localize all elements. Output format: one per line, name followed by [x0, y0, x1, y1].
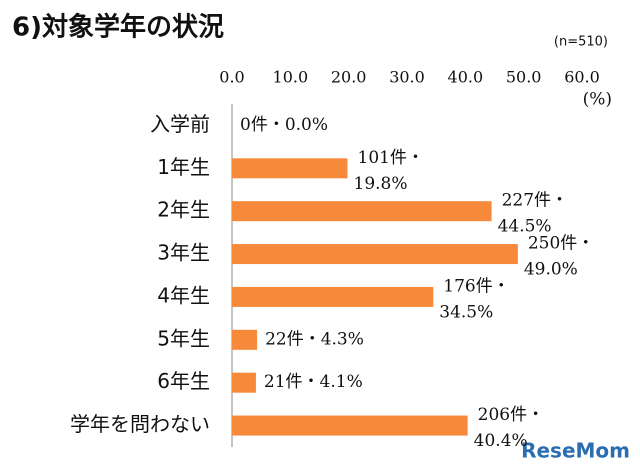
- y-tick-label: 3年生: [157, 241, 210, 265]
- bar: [232, 201, 492, 222]
- data-label: 44.5%: [498, 217, 552, 237]
- y-tick-label: 学年を問わない: [70, 412, 210, 436]
- data-label: 49.0%: [524, 260, 578, 280]
- data-label: 227件・: [502, 191, 568, 211]
- data-label: 250件・: [528, 234, 594, 254]
- x-tick-label: 60.0: [564, 68, 600, 87]
- y-tick-label: 6年生: [157, 369, 210, 393]
- x-tick-label: 30.0: [389, 68, 425, 87]
- y-tick-label: 入学前: [150, 112, 210, 136]
- x-tick-label: 10.0: [273, 68, 309, 87]
- x-tick-label: 0.0: [219, 68, 244, 87]
- axis-unit: (%): [583, 90, 612, 110]
- data-label: 101件・: [358, 148, 424, 168]
- data-label: 34.5%: [439, 302, 493, 322]
- x-tick-label: 50.0: [506, 68, 542, 87]
- x-tick-label: 40.0: [448, 68, 484, 87]
- y-tick-label: 2年生: [157, 198, 210, 222]
- y-tick-label: 5年生: [157, 326, 210, 350]
- x-tick-label: 20.0: [331, 68, 367, 87]
- y-tick-label: 4年生: [157, 283, 210, 307]
- data-label: 22件・4.3%: [265, 329, 364, 349]
- watermark: ReseMom: [521, 439, 630, 463]
- data-label: 21件・4.1%: [264, 372, 363, 392]
- bar: [232, 286, 434, 307]
- data-label: 176件・: [443, 276, 509, 296]
- bar: [232, 372, 256, 393]
- chart-subtitle: (n=510): [554, 35, 608, 50]
- data-label: 206件・: [478, 405, 544, 425]
- data-label: 0件・0.0%: [240, 115, 328, 135]
- bar: [232, 329, 258, 350]
- data-label: 40.4%: [474, 431, 528, 451]
- chart-title: 6)対象学年の状況: [12, 12, 224, 43]
- data-label: 19.8%: [354, 174, 408, 194]
- y-tick-label: 1年生: [157, 155, 210, 179]
- bar: [232, 244, 518, 265]
- bar: [232, 158, 348, 179]
- bar: [232, 415, 468, 436]
